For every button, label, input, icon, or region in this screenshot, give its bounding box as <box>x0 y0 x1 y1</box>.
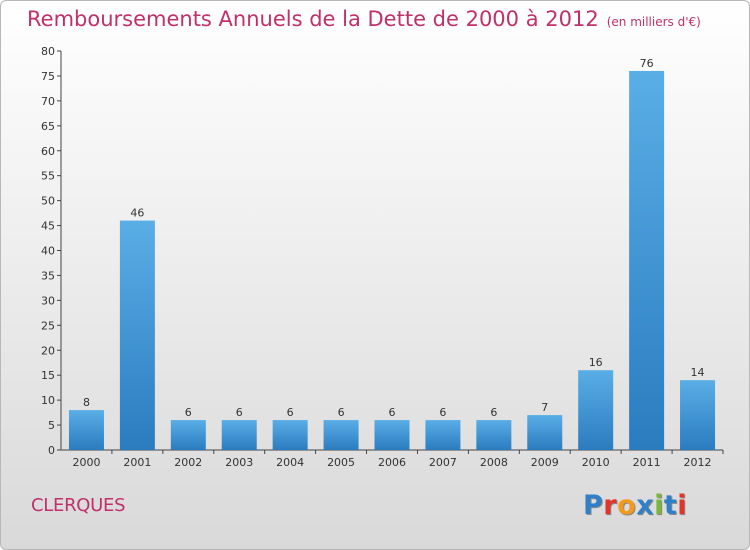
bar <box>323 420 359 450</box>
data-label: 14 <box>691 366 705 379</box>
y-tick-label: 40 <box>41 245 55 258</box>
chart-title-text: Remboursements Annuels de la Dette de 20… <box>27 7 599 31</box>
bar <box>680 380 716 450</box>
bar <box>68 410 104 450</box>
logo-letter: r <box>603 490 618 521</box>
logo-letter: o <box>617 490 637 521</box>
bar <box>170 420 206 450</box>
logo-letter: t <box>663 490 678 521</box>
y-tick-label: 70 <box>41 95 55 108</box>
y-tick-label: 75 <box>41 70 55 83</box>
data-label: 6 <box>389 406 396 419</box>
x-tick-label: 2010 <box>582 456 610 469</box>
y-tick-label: 65 <box>41 120 55 133</box>
x-tick-label: 2006 <box>378 456 406 469</box>
data-label: 16 <box>589 356 603 369</box>
y-tick-label: 50 <box>41 195 55 208</box>
x-tick-label: 2005 <box>327 456 355 469</box>
bar <box>476 420 512 450</box>
y-tick-label: 10 <box>41 394 55 407</box>
data-label: 6 <box>439 406 446 419</box>
bar <box>272 420 308 450</box>
x-tick-label: 2009 <box>531 456 559 469</box>
chart-bars: 8 46 6 6 6 6 6 6 6 7 16 76 14 <box>68 57 716 450</box>
x-tick-label: 2000 <box>72 456 100 469</box>
chart-axes: 0 5 10 15 20 25 30 35 40 45 50 55 60 65 70 75 80 2000 2001… <box>41 45 724 469</box>
logo-letter: i <box>654 490 664 521</box>
data-label: 46 <box>130 207 144 220</box>
data-label: 6 <box>287 406 294 419</box>
x-tick-label: 2008 <box>480 456 508 469</box>
proxiti-logo: Proxiti <box>583 490 687 521</box>
y-tick-label: 55 <box>41 170 55 183</box>
bar <box>629 70 665 450</box>
chart-subtitle: (en milliers d'€) <box>606 15 701 29</box>
y-tick-label: 45 <box>41 220 55 233</box>
y-tick-label: 35 <box>41 269 55 282</box>
commune-name: CLERQUES <box>31 495 126 516</box>
data-label: 6 <box>236 406 243 419</box>
logo-letter: P <box>583 490 604 521</box>
data-label: 7 <box>541 401 548 414</box>
y-tick-label: 20 <box>41 344 55 357</box>
data-label: 6 <box>490 406 497 419</box>
y-tick-label: 80 <box>41 45 55 58</box>
y-tick-label: 25 <box>41 319 55 332</box>
logo-letter: i <box>677 490 688 521</box>
x-tick-label: 2007 <box>429 456 457 469</box>
y-tick-label: 60 <box>41 145 55 158</box>
y-tick-label: 0 <box>48 444 55 457</box>
bar <box>221 420 257 450</box>
data-label: 6 <box>185 406 192 419</box>
y-tick-label: 5 <box>48 419 55 432</box>
x-tick-label: 2004 <box>276 456 304 469</box>
data-label: 6 <box>338 406 345 419</box>
bar <box>119 220 155 450</box>
logo-letter: x <box>636 490 655 521</box>
y-tick-label: 15 <box>41 369 55 382</box>
chart-title: Remboursements Annuels de la Dette de 20… <box>27 7 701 31</box>
x-tick-label: 2012 <box>684 456 712 469</box>
bar <box>527 415 563 450</box>
x-tick-label: 2011 <box>633 456 661 469</box>
bar <box>425 420 461 450</box>
bar <box>374 420 410 450</box>
data-label: 8 <box>83 396 90 409</box>
bar <box>578 370 614 450</box>
data-label: 76 <box>640 57 654 70</box>
x-tick-label: 2003 <box>225 456 253 469</box>
x-tick-label: 2002 <box>174 456 202 469</box>
y-tick-label: 30 <box>41 294 55 307</box>
x-tick-label: 2001 <box>123 456 151 469</box>
